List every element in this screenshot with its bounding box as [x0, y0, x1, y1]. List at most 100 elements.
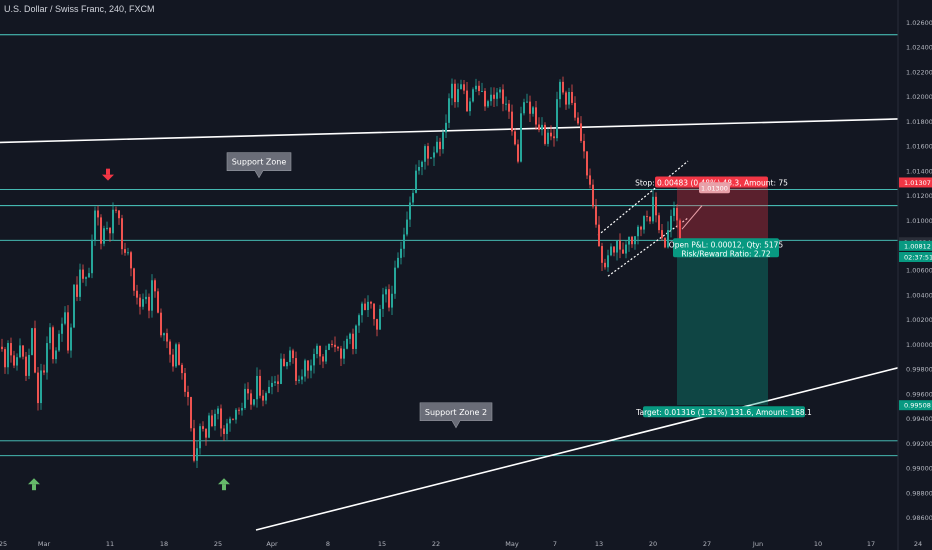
price-tick-label: 1.01600 — [906, 143, 932, 151]
candle-body — [49, 327, 51, 344]
candle-body — [466, 90, 468, 112]
symbol-title: U.S. Dollar / Swiss Franc, 240, FXCM — [4, 4, 155, 14]
price-mark-bg — [899, 252, 932, 262]
candle-body — [178, 344, 180, 365]
price-tick-label: 1.01800 — [906, 118, 932, 126]
price-mark-bg — [899, 400, 932, 411]
candle-body — [205, 428, 207, 438]
candle-body — [361, 303, 363, 316]
candle-body — [652, 196, 654, 222]
candle-body — [274, 381, 276, 383]
candle-body — [661, 230, 663, 239]
long-position-tool[interactable] — [677, 182, 768, 406]
price-tick-label: 1.02000 — [906, 93, 932, 101]
candle-body — [583, 140, 585, 152]
candle-body — [1, 346, 3, 350]
candle-body — [544, 124, 546, 144]
candle-body — [328, 343, 330, 350]
price-tick-label: 0.99800 — [906, 366, 932, 374]
channel-line-upper — [597, 160, 689, 236]
time-tick-label: 20 — [649, 540, 657, 548]
support-zone-label: Support Zone — [232, 158, 287, 167]
candle-body — [487, 101, 489, 107]
annotations[interactable]: Stop: 0.00483 (0.48%) 48.3, Amount: 75Op… — [28, 152, 812, 491]
candle-body — [457, 89, 459, 103]
candle-body — [481, 90, 483, 92]
time-tick-label: Apr — [266, 540, 278, 548]
candle-body — [400, 248, 402, 258]
price-tag-bg — [699, 182, 730, 194]
candle-body — [79, 269, 81, 297]
candle-body — [295, 358, 297, 381]
support-zone-callout — [226, 152, 292, 179]
time-tick-label: May — [505, 540, 519, 548]
candle-body — [496, 92, 498, 99]
target-label-text: Target: 0.01316 (1.31%) 131.6, Amount: 1… — [635, 408, 812, 417]
candle-body — [94, 210, 96, 240]
time-tick-label: 22 — [432, 540, 440, 548]
candle-body — [91, 239, 93, 274]
horizontal-levels[interactable] — [0, 34, 898, 457]
candle-body — [277, 381, 279, 384]
time-tick-label: 13 — [595, 540, 603, 548]
price-tick-label: 1.00000 — [906, 341, 932, 349]
candle-body — [523, 102, 525, 114]
candle-body — [418, 166, 420, 171]
candle-body — [100, 217, 102, 244]
candle-body — [307, 360, 309, 371]
price-tick-label: 1.01000 — [906, 217, 932, 225]
candle-body — [634, 236, 636, 245]
candle-body — [310, 365, 312, 371]
candle-body — [235, 409, 237, 420]
candle-body — [460, 84, 462, 90]
candle-body — [367, 301, 369, 310]
price-axis-bg — [898, 0, 932, 550]
candle-body — [253, 399, 255, 405]
candle-body — [574, 102, 576, 118]
candle-body — [595, 206, 597, 225]
candle-body — [4, 349, 6, 368]
time-axis[interactable]: 25 Mar 11 18 25 Apr 8 15 22 May 7 13 20 27 Jun 10 17 24 — [0, 540, 922, 548]
trendline — [255, 367, 899, 531]
price-tick-label: 1.00400 — [906, 291, 932, 299]
candle-body — [412, 192, 414, 203]
candle-body — [70, 327, 72, 351]
candle-body — [199, 426, 201, 449]
candle-body — [490, 94, 492, 102]
candle-body — [181, 364, 183, 374]
candle-body — [502, 89, 504, 104]
candle-body — [190, 397, 192, 429]
candle-body — [232, 418, 234, 420]
trendlines[interactable] — [0, 118, 899, 531]
candle-body — [592, 184, 594, 207]
pnl-label-text: Risk/Reward Ratio: 2.72 — [681, 249, 770, 258]
candle-body — [598, 224, 600, 247]
price-tick-label: 1.01200 — [906, 192, 932, 200]
arrow-up-icon — [218, 478, 230, 485]
candle-body — [679, 220, 681, 247]
time-tick-label: 11 — [106, 540, 114, 548]
candle-body — [202, 426, 204, 429]
candle-body — [385, 289, 387, 295]
candle-body — [334, 344, 336, 347]
candle-body — [46, 343, 48, 373]
candle-body — [106, 227, 108, 229]
candle-body — [436, 141, 438, 153]
candle-body — [667, 230, 669, 248]
candle-body — [109, 227, 111, 234]
candle-body — [577, 117, 579, 124]
candle-body — [355, 325, 357, 349]
candle-body — [169, 341, 171, 355]
candle-body — [586, 151, 588, 176]
price-axis[interactable]: 1.02600 1.02400 1.02200 1.02000 1.01800 1.016… — [897, 0, 932, 550]
candle-body — [127, 252, 129, 254]
candle-body — [541, 124, 543, 130]
candle-body — [238, 409, 240, 411]
stop-label-bg — [655, 176, 768, 188]
candle-body — [268, 386, 270, 394]
candle-body — [154, 280, 156, 292]
candle-body — [244, 388, 246, 409]
target-zone — [677, 242, 768, 406]
candle-body — [301, 376, 303, 380]
